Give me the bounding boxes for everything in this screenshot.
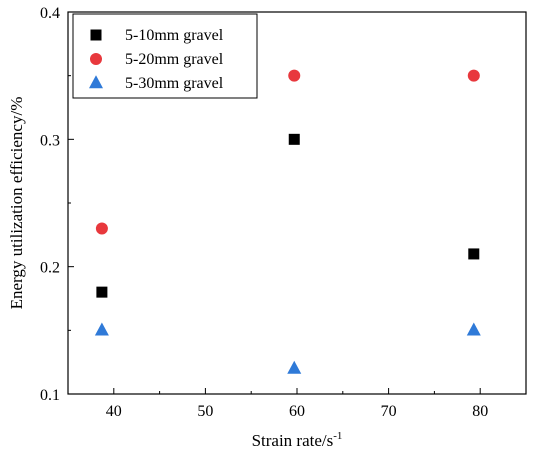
y-tick-label: 0.3 <box>40 132 60 149</box>
legend-label: 5-20mm gravel <box>125 51 224 68</box>
x-tick-label: 80 <box>472 403 488 420</box>
legend-marker <box>90 29 102 41</box>
x-tick-label: 60 <box>289 403 305 420</box>
data-point <box>288 69 301 82</box>
x-tick-label: 40 <box>106 403 122 420</box>
data-points <box>94 69 481 374</box>
data-point <box>468 248 480 260</box>
x-axis-title-text: Strain rate/s <box>252 431 334 450</box>
data-point <box>95 222 108 235</box>
legend-marker <box>90 53 102 65</box>
data-point <box>94 322 109 336</box>
x-tick-label: 70 <box>381 403 397 420</box>
data-point <box>287 360 302 374</box>
x-axis: 40 50 60 70 80 <box>106 388 488 420</box>
y-tick-label: 0.1 <box>40 387 60 404</box>
data-point <box>466 322 481 336</box>
y-axis-title: Energy utilization efficiency/% <box>7 97 26 310</box>
legend: 5-10mm gravel 5-20mm gravel 5-30mm gravel <box>72 13 258 99</box>
y-axis: 0.1 0.2 0.3 0.4 <box>40 5 74 404</box>
x-axis-title: Strain rate/s-1 <box>252 430 343 450</box>
legend-box <box>72 13 258 99</box>
y-tick-label: 0.2 <box>40 260 60 277</box>
legend-items: 5-10mm gravel 5-20mm gravel 5-30mm gravel <box>89 27 224 92</box>
data-point <box>96 286 108 298</box>
x-axis-title-superscript: -1 <box>333 430 342 442</box>
data-point <box>467 69 480 82</box>
legend-marker <box>89 75 103 89</box>
data-point <box>288 133 300 145</box>
legend-label: 5-10mm gravel <box>125 27 224 44</box>
y-tick-label: 0.4 <box>40 5 60 22</box>
x-tick-label: 50 <box>197 403 213 420</box>
legend-label: 5-30mm gravel <box>125 75 224 92</box>
